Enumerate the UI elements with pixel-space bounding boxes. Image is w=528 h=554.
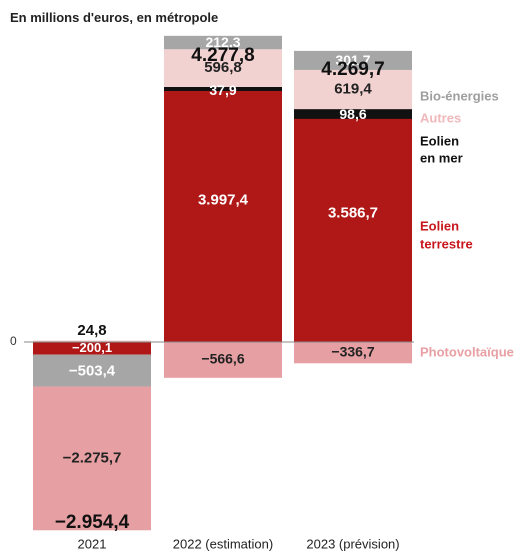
- label-photovoltaique-2022: −566,6: [201, 351, 244, 367]
- bar-eolien-terrestre-1: [33, 342, 151, 355]
- bar-eolien-terrestre-2: [164, 89, 282, 342]
- label-photovoltaique-2021: −2.275,7: [63, 449, 122, 466]
- label-bio-energies-2023: 301,7: [335, 52, 370, 68]
- legend-eolien-terrestre-line-1: Eolien: [420, 218, 459, 233]
- bar-bio-energies-1: [33, 354, 151, 387]
- x-tick-label-2023: 2023 (prévision): [306, 536, 399, 551]
- label-autres-2021: 24,8: [77, 322, 106, 339]
- label-bio-energies-2021: −503,4: [69, 363, 116, 380]
- bar-autres-3: [294, 69, 412, 110]
- label-photovoltaique-2023: −336,7: [331, 343, 374, 359]
- bar-eolien-terrestre-3: [294, 115, 412, 342]
- bar-photovoltaique-2: [164, 342, 282, 378]
- label-autres-2022: 596,8: [204, 59, 242, 76]
- bar-autres-2: [164, 49, 282, 87]
- legend-photovoltaique: Photovoltaïque: [420, 344, 514, 359]
- label-autres-2023: 619,4: [334, 80, 372, 97]
- legend-autres: Autres: [420, 110, 461, 125]
- label-eolien-terrestre-2022: 3.997,4: [198, 192, 249, 209]
- legend-eolien-terrestre-line-2: terrestre: [420, 236, 473, 251]
- label-eolien-terrestre-2021: −200,1: [72, 340, 112, 355]
- bar-bio-energies-3: [294, 50, 412, 70]
- label-eolien-terrestre-2023: 3.586,7: [328, 205, 378, 222]
- bar-photovoltaique-1: [33, 386, 151, 531]
- label-eolien-en-mer-2022: 37,9: [209, 82, 236, 98]
- legend-bio-energies: Bio-énergies: [420, 88, 499, 103]
- legend-eolien-en-mer-line-1: Eolien: [420, 133, 459, 148]
- legend-eolien-en-mer-line-2: en mer: [420, 150, 463, 165]
- zero-tick-label: 0: [10, 334, 17, 348]
- total-2021: −2.954,4: [55, 512, 130, 533]
- total-2023: 4.269,7: [321, 59, 384, 80]
- bar-autres-1: [33, 340, 151, 342]
- label-bio-energies-2022: 212,3: [205, 34, 240, 50]
- label-eolien-en-mer-2023: 98,6: [339, 106, 366, 122]
- bar-bio-energies-2: [164, 35, 282, 50]
- x-tick-label-2021: 2021: [78, 536, 107, 551]
- chart-subtitle: En millions d'euros, en métropole: [10, 10, 219, 25]
- bar-photovoltaique-3: [294, 342, 412, 364]
- total-2022: 4.277,8: [191, 45, 254, 66]
- x-tick-label-2022: 2022 (estimation): [173, 536, 273, 551]
